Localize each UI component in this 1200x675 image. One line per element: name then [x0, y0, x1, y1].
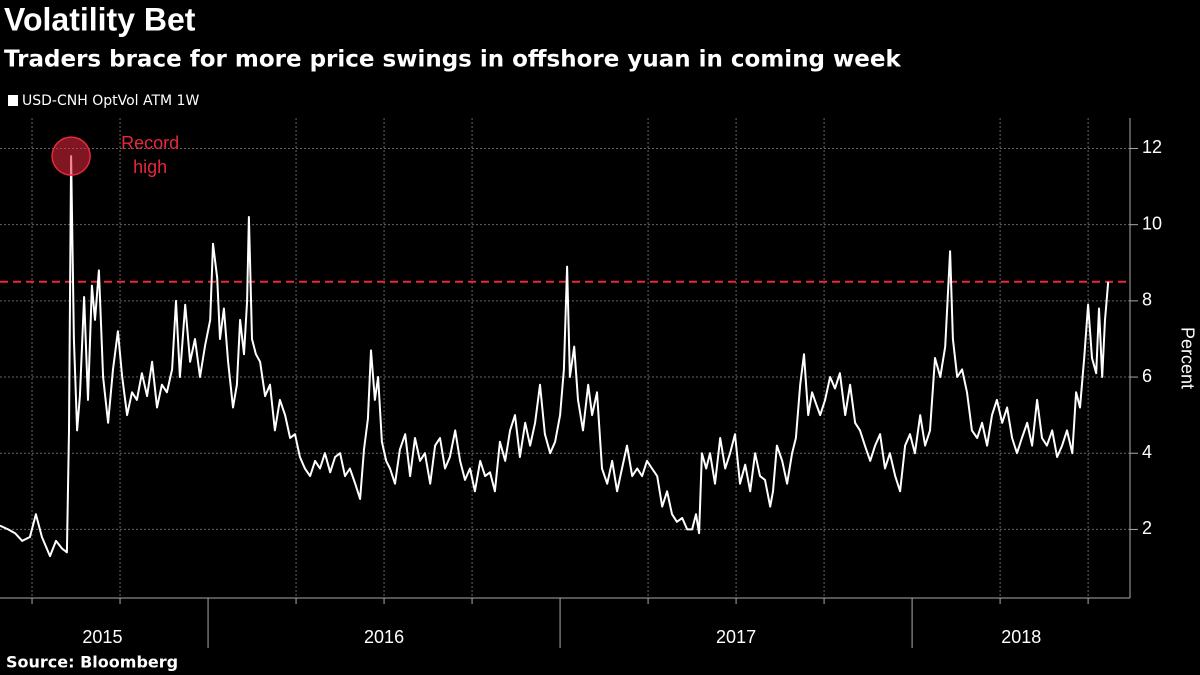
- y-tick-label: 8: [1142, 290, 1152, 310]
- x-tick-label: 2015: [82, 627, 122, 647]
- y-tick-label: 10: [1142, 213, 1162, 233]
- y-tick-label: 4: [1142, 442, 1152, 462]
- series-line: [0, 155, 1110, 558]
- chart-title: Volatility Bet: [4, 1, 196, 37]
- source: Source: Bloomberg: [6, 653, 178, 672]
- x-tick-label: 2018: [1001, 627, 1041, 647]
- y-axis-label: Percent: [1177, 327, 1197, 389]
- x-tick-label: 2017: [716, 627, 756, 647]
- y-tick-label: 2: [1142, 518, 1152, 538]
- legend-swatch: [8, 95, 18, 106]
- y-tick-label: 6: [1142, 366, 1152, 386]
- y-tick-label: 12: [1142, 137, 1162, 157]
- x-tick-label: 2016: [364, 627, 404, 647]
- annotation-marker: [51, 136, 91, 176]
- annotation-text: Record: [121, 133, 179, 153]
- chart-subtitle: Traders brace for more price swings in o…: [4, 47, 901, 73]
- annotation-text: high: [133, 157, 167, 177]
- legend-label: USD-CNH OptVol ATM 1W: [22, 93, 199, 109]
